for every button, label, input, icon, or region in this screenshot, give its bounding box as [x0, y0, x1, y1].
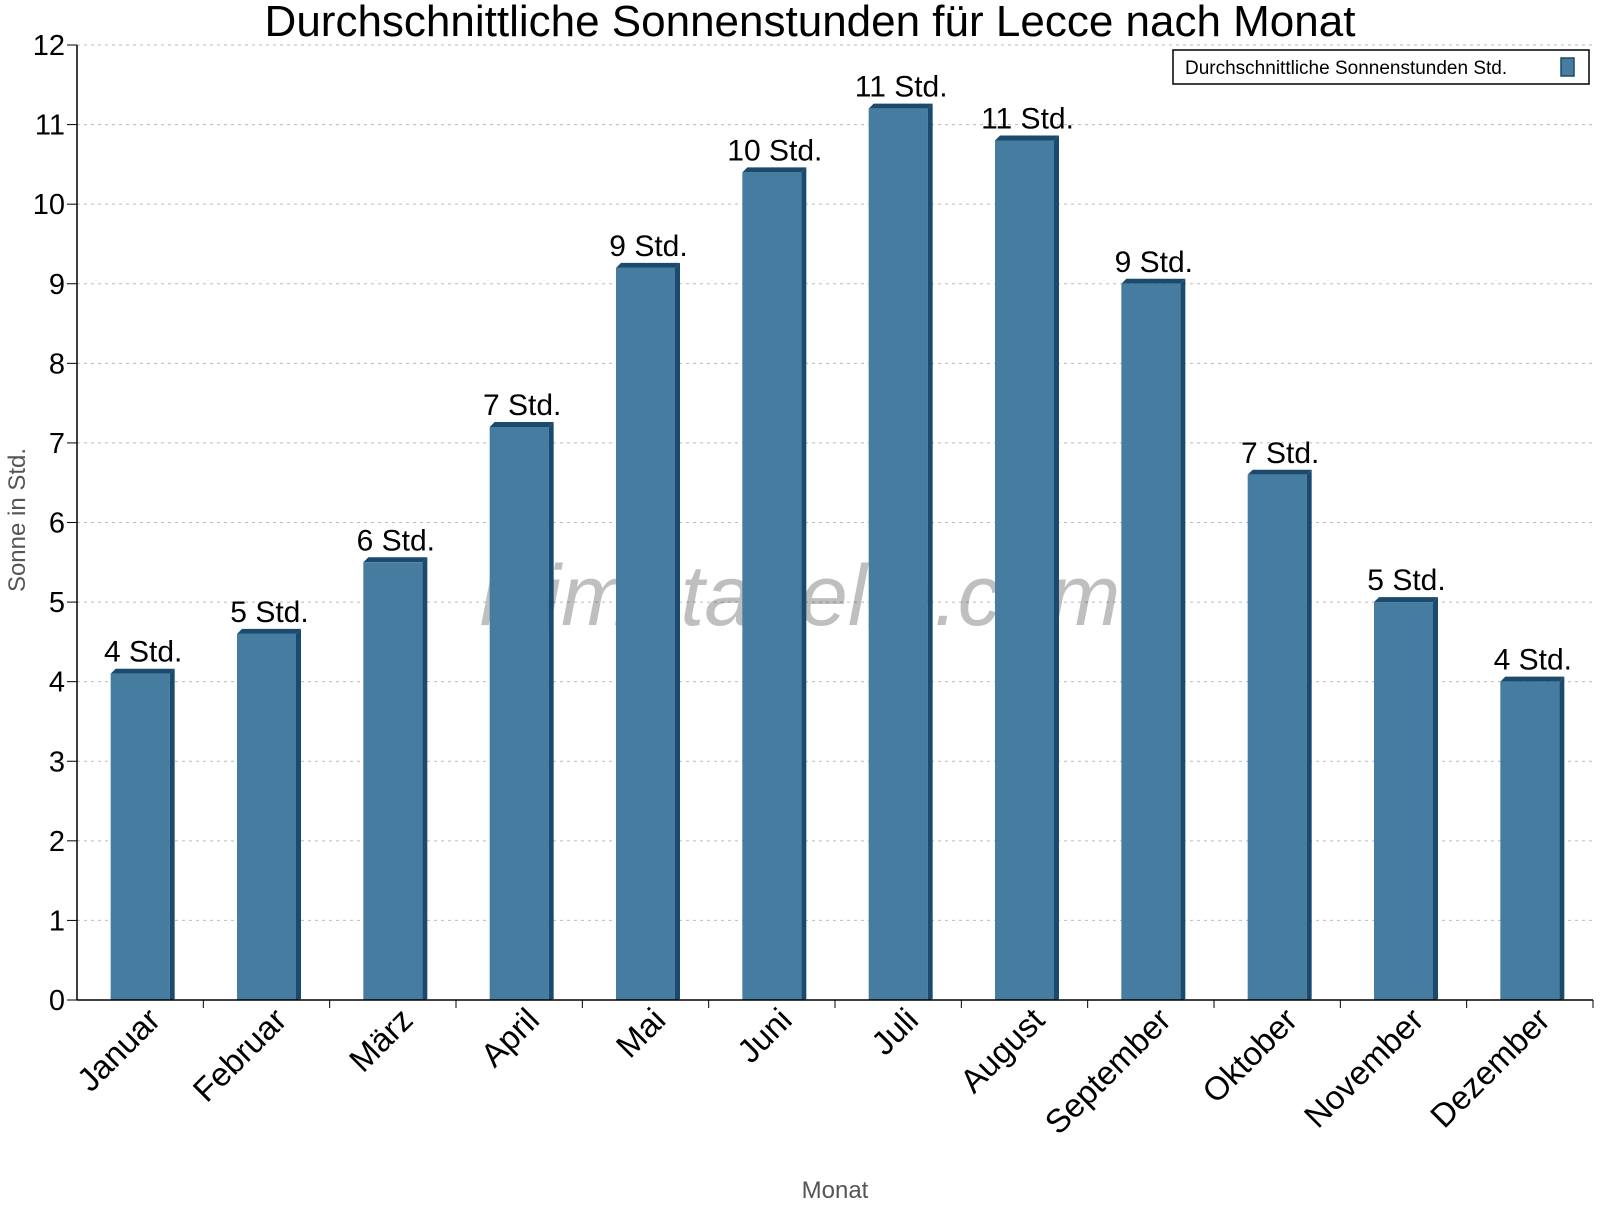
y-tick-label: 2	[49, 826, 65, 858]
data-label: 9 Std.	[1115, 246, 1193, 279]
gridlines	[77, 44, 1593, 921]
y-tick-label: 12	[33, 30, 65, 62]
bar-side	[422, 557, 428, 1000]
data-label: 11 Std.	[981, 103, 1074, 136]
bar	[237, 633, 296, 1000]
bar	[489, 427, 549, 1000]
x-tick-label: Oktober	[1195, 1001, 1304, 1110]
y-tick-label: 8	[49, 348, 65, 380]
x-tick-label: April	[473, 1001, 546, 1074]
bar-top	[868, 103, 933, 109]
bar-side	[927, 103, 933, 1000]
x-tick-label: Dezember	[1423, 1001, 1557, 1135]
bar-top	[237, 628, 301, 634]
bar-side	[801, 167, 807, 1001]
bar-side	[548, 422, 554, 1000]
bar	[110, 673, 170, 1000]
legend-swatch	[1560, 57, 1575, 77]
x-axis-title: Monat	[802, 1177, 869, 1200]
legend-box	[1172, 49, 1590, 85]
data-label: 11 Std.	[855, 71, 948, 104]
y-tick-label: 11	[35, 110, 65, 142]
bars: 4 Std. 5 Std. 6 Std. 7 Std. 9 Std. 10 Std. 11 …	[104, 71, 1572, 1001]
data-label: 9 Std.	[609, 230, 687, 263]
bar-side	[169, 668, 175, 1000]
bar	[868, 108, 928, 1000]
y-tick-label: 6	[49, 508, 65, 540]
bar	[363, 562, 423, 1000]
chart-title: Durchschnittliche Sonnenstunden für Lecc…	[265, 0, 1356, 46]
legend: Durchschnittliche Sonnenstunden Std.	[1172, 49, 1590, 85]
bar-side	[1559, 676, 1565, 1000]
y-tick-label: 4	[49, 667, 65, 699]
data-label: 6 Std.	[357, 524, 435, 557]
data-label: 7 Std.	[483, 389, 561, 422]
legend-label: Durchschnittliche Sonnenstunden Std.	[1185, 58, 1507, 79]
bar-side	[1433, 597, 1438, 1000]
bar-top	[616, 262, 680, 268]
bar	[1121, 283, 1181, 1000]
bar-top	[1247, 469, 1312, 475]
bar-top	[1121, 278, 1186, 284]
bar-top	[995, 135, 1059, 141]
y-tick-label: 1	[49, 905, 65, 937]
y-axis-title: Sonne in Std.	[4, 448, 31, 592]
data-label: 4 Std.	[1494, 644, 1572, 677]
x-tick-label: Mai	[609, 1001, 673, 1065]
data-label: 10 Std.	[727, 134, 822, 167]
bar-top	[489, 422, 554, 427]
bar-side	[1054, 135, 1059, 1000]
bar-top	[1500, 676, 1565, 682]
bar-top	[110, 668, 175, 674]
bar	[1247, 474, 1307, 1000]
bar-side	[675, 262, 680, 1000]
bar-top	[1374, 597, 1438, 603]
bar	[1500, 681, 1560, 1000]
bar-top	[742, 167, 807, 173]
x-tick-label: November	[1297, 1001, 1431, 1135]
x-tick-label: März	[342, 1001, 420, 1079]
y-tick-label: 10	[33, 189, 65, 221]
bar-top	[363, 557, 428, 563]
x-tick-label: Juni	[730, 1001, 799, 1070]
bar	[742, 172, 802, 1001]
bar	[616, 267, 675, 1000]
data-label: 4 Std.	[104, 636, 182, 669]
bar-side	[1180, 278, 1186, 1000]
data-label: 5 Std.	[230, 596, 308, 629]
x-tick-label: August	[953, 1001, 1052, 1100]
x-tick-label: September	[1037, 1001, 1177, 1141]
data-label: 5 Std.	[1367, 564, 1445, 597]
x-tick-label: Januar	[70, 1001, 168, 1099]
y-tick-label: 0	[49, 985, 65, 1017]
bar-side	[1306, 469, 1312, 1000]
y-tick-label: 7	[49, 428, 65, 460]
bar-side	[296, 628, 301, 1000]
y-tick-label: 5	[49, 587, 65, 619]
x-tick-label: Juli	[864, 1001, 925, 1062]
data-label: 7 Std.	[1241, 437, 1319, 470]
y-tick-label: 3	[49, 746, 65, 778]
x-tick-label: Februar	[186, 1001, 294, 1109]
bar	[1374, 602, 1433, 1000]
y-tick-label: 9	[49, 269, 65, 301]
bar	[995, 140, 1054, 1000]
